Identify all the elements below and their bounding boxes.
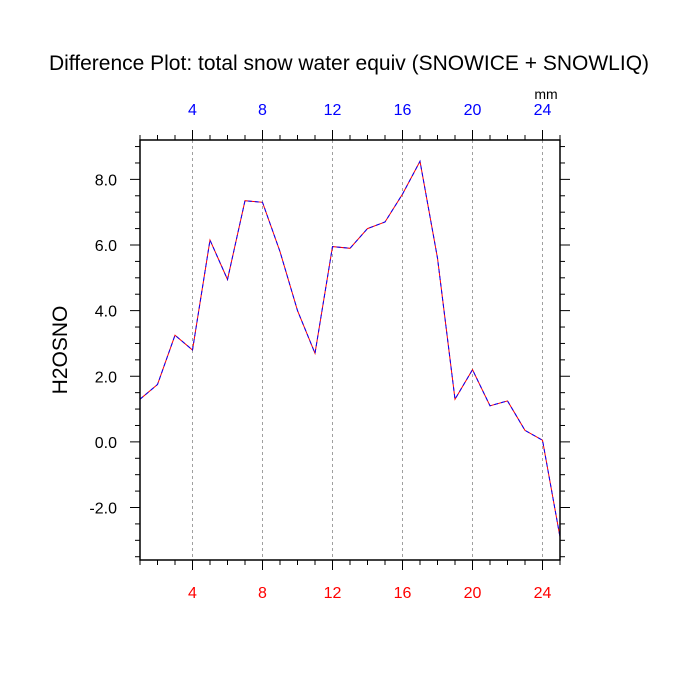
plot-frame — [139, 139, 561, 561]
chart-title: Difference Plot: total snow water equiv … — [49, 52, 649, 75]
x-tick-label-top-8: 8 — [258, 102, 267, 119]
x-tick-label-bottom-8: 8 — [258, 585, 267, 602]
y-tick-label-1: 0.0 — [95, 435, 117, 452]
grid-lines — [192, 140, 543, 560]
series-lines — [140, 159, 560, 538]
y-tick-label-2: 2.0 — [95, 369, 117, 386]
y-tick-label-3: 4.0 — [95, 304, 117, 321]
x-tick-label-top-16: 16 — [394, 102, 412, 119]
y-tick-label-0: -2.0 — [89, 501, 117, 518]
x-tick-label-top-4: 4 — [188, 102, 197, 119]
x-tick-label-bottom-24: 24 — [534, 585, 552, 602]
x-tick-label-bottom-4: 4 — [188, 585, 197, 602]
x-tick-label-bottom-16: 16 — [394, 585, 412, 602]
units-label: mm — [534, 86, 557, 102]
y-tick-label-5: 8.0 — [95, 172, 117, 189]
x-tick-label-bottom-12: 12 — [324, 585, 342, 602]
axis-ticks — [130, 130, 570, 570]
y-axis-label: H2OSNO — [49, 306, 72, 395]
tick-labels: 4 4 8 8 12 12 16 16 20 20 24 24 -2.0 0.0 2.0 4.0 6.0 8.0 — [89, 102, 551, 602]
series-line-a — [140, 159, 560, 538]
x-tick-label-bottom-20: 20 — [464, 585, 482, 602]
series-line-b — [140, 159, 560, 538]
x-tick-label-top-24: 24 — [534, 102, 552, 119]
x-tick-label-top-20: 20 — [464, 102, 482, 119]
y-tick-label-4: 6.0 — [95, 238, 117, 255]
x-tick-label-top-12: 12 — [324, 102, 342, 119]
